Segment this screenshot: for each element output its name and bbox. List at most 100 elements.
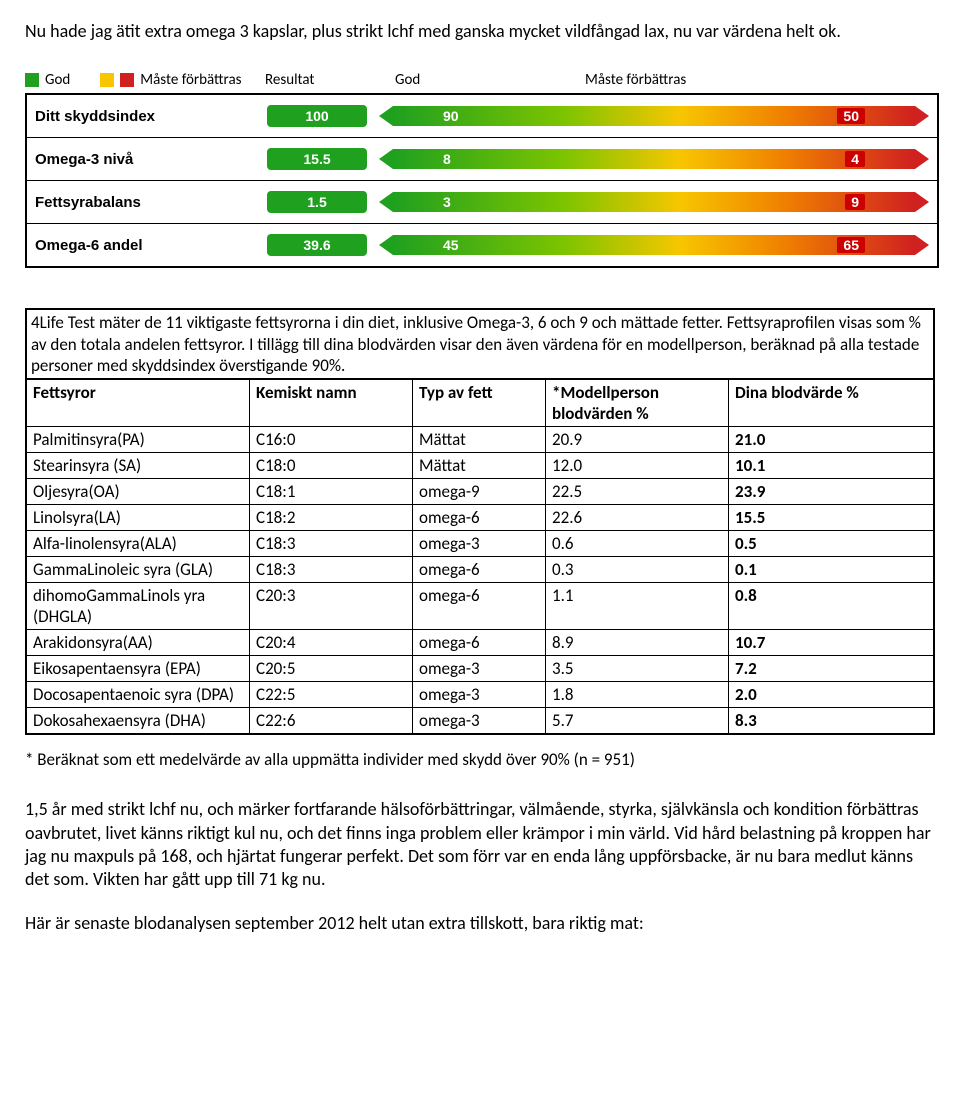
col-god: God [395, 71, 585, 89]
table-row: Stearinsyra (SA)C18:0Mättat12.010.1 [26, 453, 934, 479]
mark-good: 90 [443, 108, 459, 124]
fatty-header: Kemiskt namn [250, 379, 413, 427]
table-cell: Oljesyra(OA) [26, 479, 250, 505]
index-table: Ditt skyddsindex 100 90 50 Omega-3 nivå 15.5 8… [25, 93, 939, 268]
swatch-yellow [100, 73, 114, 87]
footnote: * Beräknat som ett medelvärde av alla up… [25, 749, 935, 770]
index-row: Fettsyrabalans1.539 [27, 180, 937, 223]
mark-improve: 9 [845, 194, 865, 210]
table-cell: 1.8 [546, 682, 729, 708]
table-cell: C20:4 [250, 630, 413, 656]
table-cell: omega-9 [413, 479, 546, 505]
table-row: Linolsyra(LA)C18:2omega-622.615.5 [26, 505, 934, 531]
table-cell: C16:0 [250, 427, 413, 453]
col-improve: Måste förbättras [585, 71, 885, 89]
table-cell: 1.1 [546, 583, 729, 630]
index-label: Omega-6 andel [35, 237, 255, 254]
fatty-intro: 4Life Test mäter de 11 viktigaste fettsy… [25, 308, 935, 378]
table-cell: C20:3 [250, 583, 413, 630]
swatch-red [120, 73, 134, 87]
table-cell: 0.8 [729, 583, 935, 630]
table-cell: C22:6 [250, 708, 413, 735]
table-cell: 20.9 [546, 427, 729, 453]
result-value: 100 [267, 105, 367, 127]
legend-improve: Måste förbättras [140, 71, 241, 89]
col-resultat: Resultat [265, 71, 395, 89]
table-cell: 3.5 [546, 656, 729, 682]
table-row: Alfa-linolensyra(ALA)C18:3omega-30.60.5 [26, 531, 934, 557]
intro-text: Nu hade jag ätit extra omega 3 kapslar, … [25, 20, 935, 43]
table-cell: Arakidonsyra(AA) [26, 630, 250, 656]
index-label: Omega-3 nivå [35, 151, 255, 168]
table-cell: C18:3 [250, 531, 413, 557]
paragraph-2: Här är senaste blodanalysen september 20… [25, 912, 935, 935]
table-cell: omega-3 [413, 708, 546, 735]
table-cell: 7.2 [729, 656, 935, 682]
table-row: Eikosapentaensyra (EPA)C20:5omega-33.57.… [26, 656, 934, 682]
table-cell: 15.5 [729, 505, 935, 531]
table-cell: omega-6 [413, 630, 546, 656]
table-cell: Palmitinsyra(PA) [26, 427, 250, 453]
table-cell: 0.1 [729, 557, 935, 583]
result-value: 1.5 [267, 191, 367, 213]
table-row: dihomoGammaLinols yra (DHGLA)C20:3omega-… [26, 583, 934, 630]
index-row: Omega-6 andel 39.6 4565 [27, 223, 937, 266]
index-row: Ditt skyddsindex 100 90 50 [27, 95, 937, 137]
table-cell: Mättat [413, 453, 546, 479]
table-cell: 22.5 [546, 479, 729, 505]
table-cell: C18:2 [250, 505, 413, 531]
table-cell: omega-6 [413, 505, 546, 531]
table-cell: GammaLinoleic syra (GLA) [26, 557, 250, 583]
table-cell: 10.7 [729, 630, 935, 656]
table-cell: 8.3 [729, 708, 935, 735]
table-cell: C22:5 [250, 682, 413, 708]
table-cell: 5.7 [546, 708, 729, 735]
table-cell: Dokosahexaensyra (DHA) [26, 708, 250, 735]
table-cell: C18:0 [250, 453, 413, 479]
spectrum: 90 50 [379, 103, 929, 129]
legend-good: God [45, 71, 70, 89]
table-cell: 0.5 [729, 531, 935, 557]
fatty-header: Fettsyror [26, 379, 250, 427]
spectrum: 4565 [379, 232, 929, 258]
paragraph-1: 1,5 år med strikt lchf nu, och märker fo… [25, 798, 935, 892]
mark-good: 3 [443, 194, 451, 210]
table-row: Dokosahexaensyra (DHA)C22:6omega-35.78.3 [26, 708, 934, 735]
table-cell: 10.1 [729, 453, 935, 479]
swatch-green [25, 73, 39, 87]
table-cell: C18:3 [250, 557, 413, 583]
table-cell: omega-3 [413, 531, 546, 557]
index-label: Ditt skyddsindex [35, 108, 255, 125]
mark-improve: 65 [837, 237, 865, 253]
table-cell: C18:1 [250, 479, 413, 505]
index-label: Fettsyrabalans [35, 194, 255, 211]
fatty-header: Dina blodvärde % [729, 379, 935, 427]
table-cell: 2.0 [729, 682, 935, 708]
result-value: 15.5 [267, 148, 367, 170]
fatty-header: *Modellperson blodvärden % [546, 379, 729, 427]
fatty-header: Typ av fett [413, 379, 546, 427]
spectrum: 84 [379, 146, 929, 172]
table-cell: omega-6 [413, 583, 546, 630]
table-cell: Mättat [413, 427, 546, 453]
table-row: Oljesyra(OA)C18:1omega-922.523.9 [26, 479, 934, 505]
table-row: GammaLinoleic syra (GLA)C18:3omega-60.30… [26, 557, 934, 583]
table-cell: Alfa-linolensyra(ALA) [26, 531, 250, 557]
table-cell: Linolsyra(LA) [26, 505, 250, 531]
table-cell: Docosapentaenoic syra (DPA) [26, 682, 250, 708]
legend-row: God Måste förbättras Resultat God Måste … [25, 71, 935, 89]
mark-improve: 50 [837, 108, 865, 124]
table-cell: 12.0 [546, 453, 729, 479]
result-value: 39.6 [267, 234, 367, 256]
mark-good: 8 [443, 151, 451, 167]
table-row: Arakidonsyra(AA)C20:4omega-68.910.7 [26, 630, 934, 656]
legend-swatches: God Måste förbättras [25, 71, 265, 89]
table-cell: omega-3 [413, 656, 546, 682]
table-cell: 8.9 [546, 630, 729, 656]
spectrum: 39 [379, 189, 929, 215]
table-cell: 23.9 [729, 479, 935, 505]
table-cell: 21.0 [729, 427, 935, 453]
table-row: Docosapentaenoic syra (DPA)C22:5omega-31… [26, 682, 934, 708]
table-cell: 22.6 [546, 505, 729, 531]
table-cell: omega-3 [413, 682, 546, 708]
